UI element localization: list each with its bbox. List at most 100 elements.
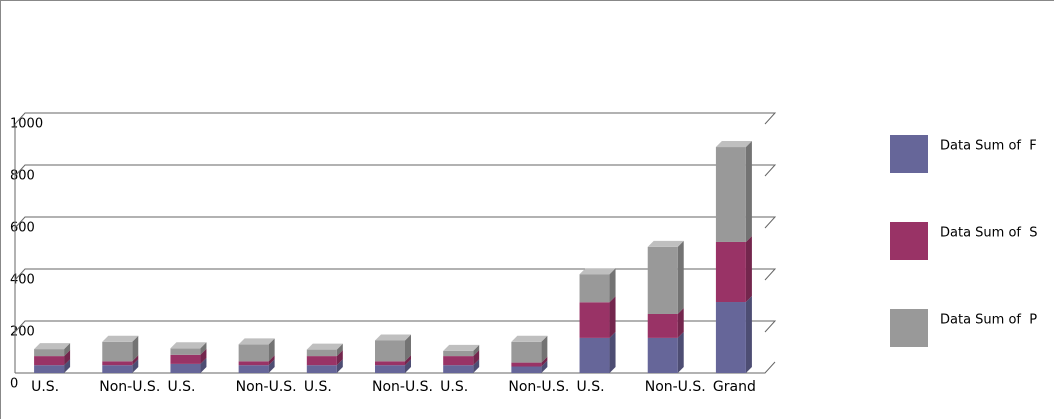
bar: [102, 341, 133, 362]
bar-top: [34, 343, 71, 350]
bar-top: [647, 240, 684, 247]
bar-top: [306, 343, 343, 350]
bar-side: [200, 348, 207, 364]
bar-side: [336, 343, 343, 357]
bar: [170, 363, 201, 373]
bar-side: [64, 359, 71, 373]
grid-line: [14, 320, 777, 333]
bar: [34, 356, 65, 366]
bar: [715, 241, 746, 303]
bar: [34, 365, 65, 373]
bar: [715, 147, 746, 242]
bar-side: [473, 359, 480, 373]
bar-side: [609, 331, 616, 373]
bar-side: [64, 350, 71, 366]
bar-side: [268, 355, 275, 366]
bar: [511, 362, 542, 367]
x-tick-label: U.S.: [440, 379, 468, 395]
bar-side: [677, 331, 684, 373]
bar-side: [200, 342, 207, 355]
bar-top: [238, 338, 275, 345]
bar-side: [200, 357, 207, 373]
legend-swatch: [890, 135, 928, 173]
grid-line: [14, 112, 777, 125]
bar: [102, 361, 133, 366]
bar: [306, 349, 337, 357]
bar-side: [473, 344, 480, 357]
bar-side: [132, 355, 139, 366]
bar: [375, 365, 405, 373]
bar: [647, 313, 678, 338]
bar-side: [677, 240, 684, 314]
bar-side: [405, 355, 411, 366]
bar: [443, 356, 474, 366]
bar-side: [473, 350, 480, 366]
bar-side: [132, 359, 139, 373]
x-tick-label: U.S.: [304, 379, 332, 395]
x-tick-label: Grand: [713, 379, 756, 395]
bar-side: [541, 360, 548, 373]
x-tick-label: U.S.: [31, 379, 59, 395]
bar-side: [64, 343, 71, 357]
bar: [170, 348, 201, 355]
bar-side: [609, 296, 616, 338]
bar: [238, 361, 269, 366]
bar: [579, 337, 610, 373]
bar: [579, 302, 610, 338]
bar: [443, 350, 474, 357]
bar-side: [541, 356, 548, 367]
bar-top: [375, 334, 411, 341]
bar-side: [745, 235, 752, 303]
bar-side: [541, 335, 548, 363]
bar: [102, 365, 133, 373]
bar: [443, 365, 474, 373]
legend-label: Data Sum of F: [940, 139, 1037, 154]
bar: [647, 246, 678, 314]
y-tick-label: 400: [10, 273, 35, 288]
x-tick-label: Non-U.S.: [236, 379, 297, 395]
bar: [306, 365, 337, 373]
y-tick-label: 600: [10, 221, 35, 236]
bar-side: [336, 359, 343, 373]
grid-line: [14, 268, 777, 281]
bar: [34, 349, 65, 357]
bar-top: [170, 342, 207, 349]
bar: [238, 344, 269, 362]
bar-side: [609, 268, 616, 303]
bar: [647, 337, 678, 373]
y-tick-label: 200: [10, 325, 35, 340]
bar-side: [268, 338, 275, 362]
y-tick-label: 800: [10, 169, 35, 184]
bar: [375, 361, 405, 366]
bar-side: [132, 335, 139, 362]
bar-top: [579, 268, 616, 275]
bar-top: [511, 335, 548, 342]
bar-side: [745, 296, 752, 373]
grid-line: [14, 164, 777, 177]
grid-line: [14, 216, 777, 229]
legend-label: Data Sum of S: [940, 226, 1038, 241]
bar-side: [745, 141, 752, 242]
bar: [511, 366, 542, 373]
x-tick-label: Non-U.S.: [99, 379, 160, 395]
bar-top: [715, 141, 752, 148]
legend-label: Data Sum of P: [940, 313, 1037, 328]
x-tick-label: Non-U.S.: [372, 379, 433, 395]
y-tick-label: 0: [10, 377, 18, 392]
bar-side: [336, 350, 343, 366]
bar-side: [405, 359, 411, 373]
bar-side: [677, 307, 684, 338]
bar-top: [443, 344, 480, 351]
bar: [170, 354, 201, 364]
bar: [375, 340, 405, 362]
legend-swatch: [890, 222, 928, 260]
bar-side: [268, 359, 275, 373]
x-tick-label: Non-U.S.: [645, 379, 706, 395]
legend-swatch: [890, 309, 928, 347]
bar-top: [102, 335, 139, 342]
bar: [715, 302, 746, 373]
bar: [511, 341, 542, 363]
x-tick-label: U.S.: [577, 379, 605, 395]
